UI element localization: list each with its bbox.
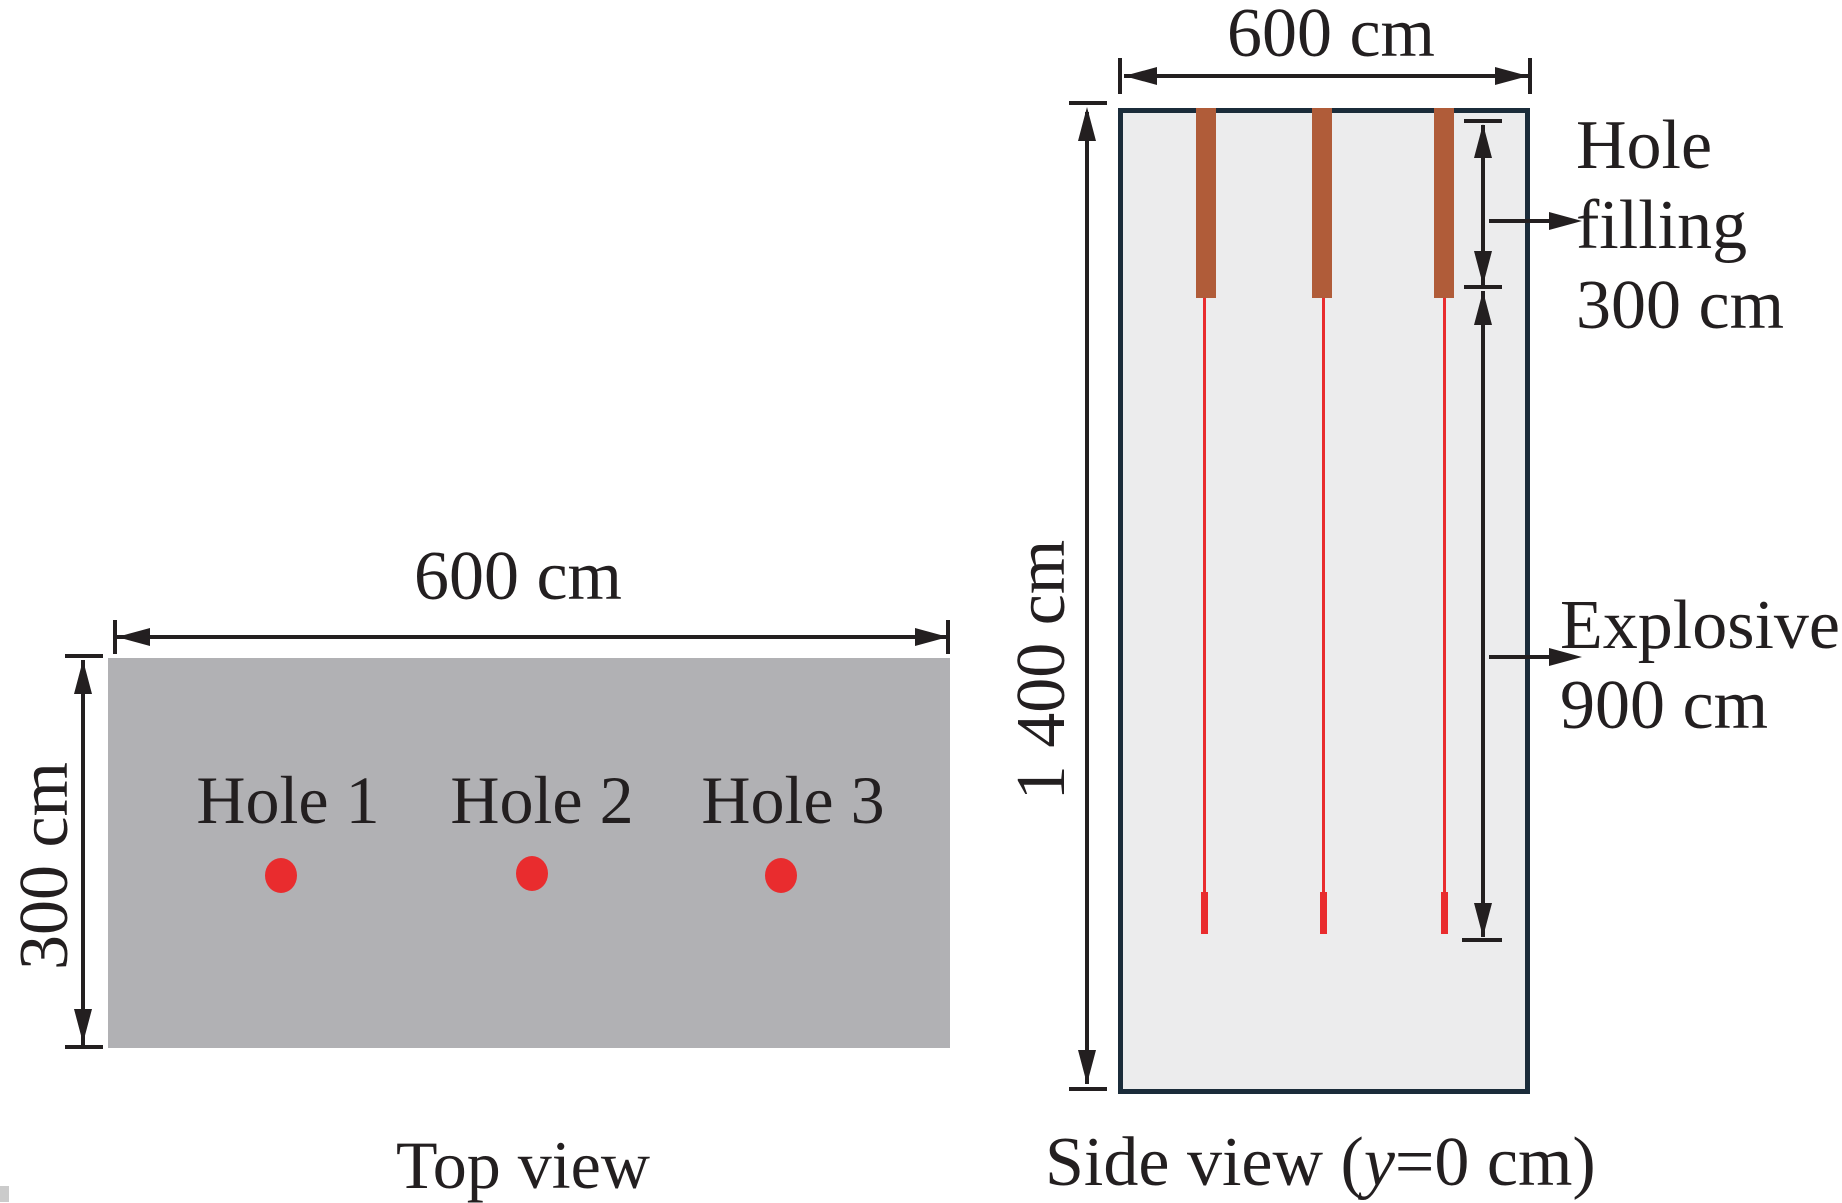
top-view-height-dimension-label: 300 cm xyxy=(6,761,83,971)
explosive-annotation: Explosive 900 cm xyxy=(1560,586,1840,746)
hole-3-explosive-line xyxy=(1443,298,1446,892)
up-arrowhead-icon xyxy=(1078,107,1096,141)
right-arrowhead-icon xyxy=(1549,648,1582,666)
side-view-caption: Side view (y=0 cm) xyxy=(1045,1128,1596,1198)
top-view-width-dim-tick-left xyxy=(113,620,117,654)
corner-artifact xyxy=(0,1186,9,1202)
hole-2-explosive-charge xyxy=(1320,892,1327,934)
filling-annotation-line1: Hole xyxy=(1576,107,1713,184)
hole-2-explosive-line xyxy=(1322,298,1325,892)
side-view-width-dim-tick-right xyxy=(1528,58,1532,94)
side-view-height-dim-tick-top xyxy=(1069,101,1107,105)
side-view-caption-suffix: =0 cm) xyxy=(1394,1124,1596,1201)
down-arrowhead-icon xyxy=(1078,1050,1096,1084)
side-view-width-dimension-line xyxy=(1124,74,1528,78)
side-view-height-dimension-label: 1 400 cm xyxy=(1003,539,1080,801)
explosive-annotation-line1: Explosive xyxy=(1560,587,1840,664)
hole-2-filling-bar xyxy=(1312,108,1332,298)
top-view-width-dimension-label: 600 cm xyxy=(413,538,623,615)
side-view-height-dimension-line xyxy=(1085,112,1089,1084)
top-view-height-dim-tick-top xyxy=(65,654,103,658)
explosive-dimension-line xyxy=(1481,291,1485,937)
right-arrowhead-icon xyxy=(1495,67,1528,85)
right-arrowhead-icon xyxy=(1549,212,1582,230)
left-arrowhead-icon xyxy=(117,628,150,646)
top-view-slab xyxy=(108,658,950,1048)
hole-3-dot xyxy=(765,858,797,893)
filling-annotation-line2: filling xyxy=(1576,187,1748,264)
hole-3-filling-bar xyxy=(1434,108,1454,298)
top-view-height-dimension-line xyxy=(81,660,85,1046)
side-view-caption-variable: y xyxy=(1363,1124,1395,1201)
hole-1-filling-bar xyxy=(1196,108,1216,298)
side-view-width-dimension-label: 600 cm xyxy=(1226,0,1436,72)
down-arrowhead-icon xyxy=(1474,251,1492,285)
filling-annotation: Hole filling 300 cm xyxy=(1576,106,1784,346)
side-view-height-dim-tick-bottom xyxy=(1069,1087,1107,1091)
up-arrowhead-icon xyxy=(1474,124,1492,158)
top-view-height-dim-tick-bottom xyxy=(65,1045,103,1049)
filling-annotation-line3: 300 cm xyxy=(1576,267,1785,344)
filling-dim-tick-top xyxy=(1464,119,1502,123)
filling-callout-line xyxy=(1489,219,1549,223)
filling-dim-tick-bottom xyxy=(1464,285,1502,289)
top-view-width-dimension-line xyxy=(117,635,948,639)
explosive-callout-line xyxy=(1489,655,1549,659)
top-view-caption: Top view xyxy=(396,1127,650,1203)
hole-1-dot xyxy=(265,858,297,893)
side-view-caption-prefix: Side view ( xyxy=(1045,1124,1364,1201)
hole-2-dot xyxy=(516,856,548,891)
hole-3-explosive-charge xyxy=(1441,892,1448,934)
hole-2-label: Hole 2 xyxy=(450,762,634,838)
down-arrowhead-icon xyxy=(74,1009,92,1043)
hole-1-label: Hole 1 xyxy=(196,762,380,838)
filling-dimension-line xyxy=(1481,125,1485,288)
up-arrowhead-icon xyxy=(1474,291,1492,325)
hole-3-label: Hole 3 xyxy=(701,762,885,838)
hole-1-explosive-charge xyxy=(1201,892,1208,934)
down-arrowhead-icon xyxy=(1474,903,1492,937)
left-arrowhead-icon xyxy=(1124,67,1157,85)
side-view-width-dim-tick-left xyxy=(1118,58,1122,94)
hole-1-explosive-line xyxy=(1203,298,1206,892)
up-arrowhead-icon xyxy=(74,660,92,694)
top-view-width-dim-tick-right xyxy=(946,620,950,654)
explosive-dim-tick-bottom xyxy=(1462,938,1502,942)
explosive-annotation-line2: 900 cm xyxy=(1560,667,1769,744)
right-arrowhead-icon xyxy=(915,628,948,646)
